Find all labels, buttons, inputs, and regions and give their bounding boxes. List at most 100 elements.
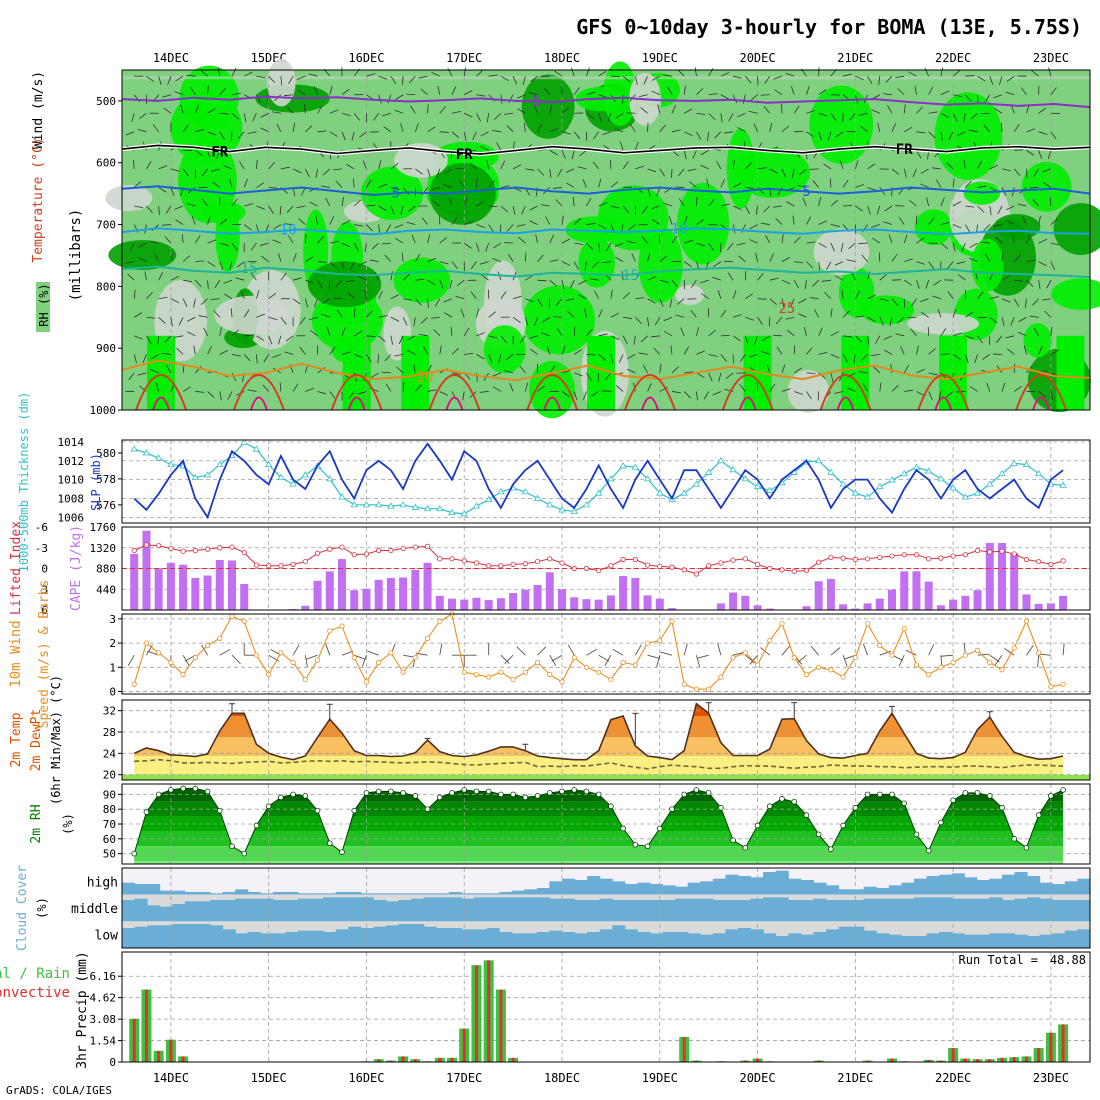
date-label-top: 19DEC (642, 51, 678, 65)
thickness-point (411, 503, 420, 510)
wind-barb (427, 279, 436, 286)
wind-barb (182, 298, 188, 307)
wind-barb (353, 308, 356, 318)
wind-barb (217, 67, 221, 77)
wind-barb (694, 67, 697, 77)
wind-barb (469, 162, 477, 170)
wind-barb (1013, 124, 1020, 133)
wind-barb (806, 347, 813, 355)
cloud-bar-low (360, 928, 374, 948)
cloud-bar-middle (159, 906, 173, 922)
cloud-bar-high (222, 892, 236, 895)
rh-point (229, 843, 235, 850)
li-point (461, 558, 467, 564)
wind-barb (1011, 187, 1015, 197)
wind-barb (753, 123, 758, 132)
wind-barb (200, 69, 208, 77)
wind-barb (292, 383, 299, 392)
rh-point (510, 791, 516, 798)
wind-barb (818, 197, 822, 207)
temp-ylabel: 2m Temp (9, 712, 24, 767)
wind-barb-10m (598, 654, 610, 662)
cloud-bar-high (624, 884, 638, 895)
wind-barb-10m (696, 654, 709, 659)
wind-barb (1032, 298, 1039, 306)
cloud-bar-high (750, 877, 764, 895)
rh-point (351, 807, 358, 814)
isotherm-label: 10 (671, 221, 688, 237)
isotherm-25 (624, 374, 676, 411)
isotherm-30 (152, 396, 171, 411)
wind-barb (953, 94, 962, 97)
wind-barb (133, 159, 135, 169)
rh-point (522, 794, 529, 801)
wind-barb (479, 391, 489, 393)
cape-bar (228, 560, 236, 610)
li-point (1011, 551, 1017, 557)
wind-barb (737, 127, 746, 133)
wind-barb (573, 131, 581, 140)
rh-point (155, 791, 162, 798)
cloud-bar-middle (1064, 900, 1078, 922)
cloud-bar-high (587, 876, 601, 895)
wind-barb (713, 261, 722, 268)
wind-barb (744, 205, 751, 215)
wind-barb (598, 113, 602, 122)
rh-blob (993, 214, 1041, 240)
wind-barb (321, 313, 330, 318)
thickness-ylabel: 1000-500mb Thickness (dm) (17, 392, 31, 573)
wind-barb (593, 131, 599, 140)
isotherm-label: FR (456, 147, 473, 163)
wind-speed-point (1036, 650, 1042, 656)
wind-barb-10m (647, 654, 660, 659)
wind-barb (671, 279, 678, 288)
wind-barb (304, 234, 307, 244)
rh-blob (1053, 203, 1100, 255)
wind-barb (268, 335, 273, 345)
li-point (718, 560, 724, 566)
wind-barb (219, 391, 222, 401)
wind-barb (916, 391, 925, 397)
wind-speed-point (657, 638, 663, 644)
wind-speed-point (204, 642, 211, 649)
wind-barb (732, 159, 735, 169)
cloud-bar-high (888, 885, 902, 895)
cloud-bar-high (1014, 872, 1028, 895)
wind-barb (227, 391, 233, 400)
wind-barb (549, 150, 558, 156)
cloud-bar-low (285, 932, 299, 948)
wind-barb (834, 391, 844, 394)
y-tick-label: 800 (96, 280, 116, 293)
li-point (437, 556, 443, 562)
cape-bar (313, 580, 322, 610)
wind-barb (683, 261, 692, 268)
cloud-bar-low (310, 930, 324, 948)
wind-barb (891, 384, 899, 392)
wind-barb (488, 311, 497, 318)
wind-barb (252, 113, 257, 122)
wind-barb (928, 86, 934, 95)
precip-convective-bar (462, 1028, 466, 1062)
wind-barb (684, 108, 693, 114)
cape-bar (961, 595, 970, 610)
wind-barb (969, 257, 978, 263)
thickness-point (888, 476, 896, 483)
wind-barb (818, 372, 826, 380)
wind-barb (643, 76, 648, 85)
rh-column (1056, 335, 1085, 410)
wind-barb (969, 242, 978, 248)
cape-bar (998, 543, 1006, 610)
wind-barb (855, 335, 862, 343)
wind-barb (887, 105, 893, 114)
wind-barb (231, 242, 238, 251)
wind-barb (647, 276, 656, 281)
wind-barb (720, 354, 727, 362)
rh-point (534, 793, 541, 799)
wind-speed-point (571, 655, 577, 661)
wind-barb (657, 104, 661, 114)
wind-barb (183, 279, 193, 283)
cape-bar (472, 597, 481, 610)
wind-barb (618, 354, 624, 363)
wind-barb (760, 222, 770, 225)
wind-barb (164, 335, 172, 343)
